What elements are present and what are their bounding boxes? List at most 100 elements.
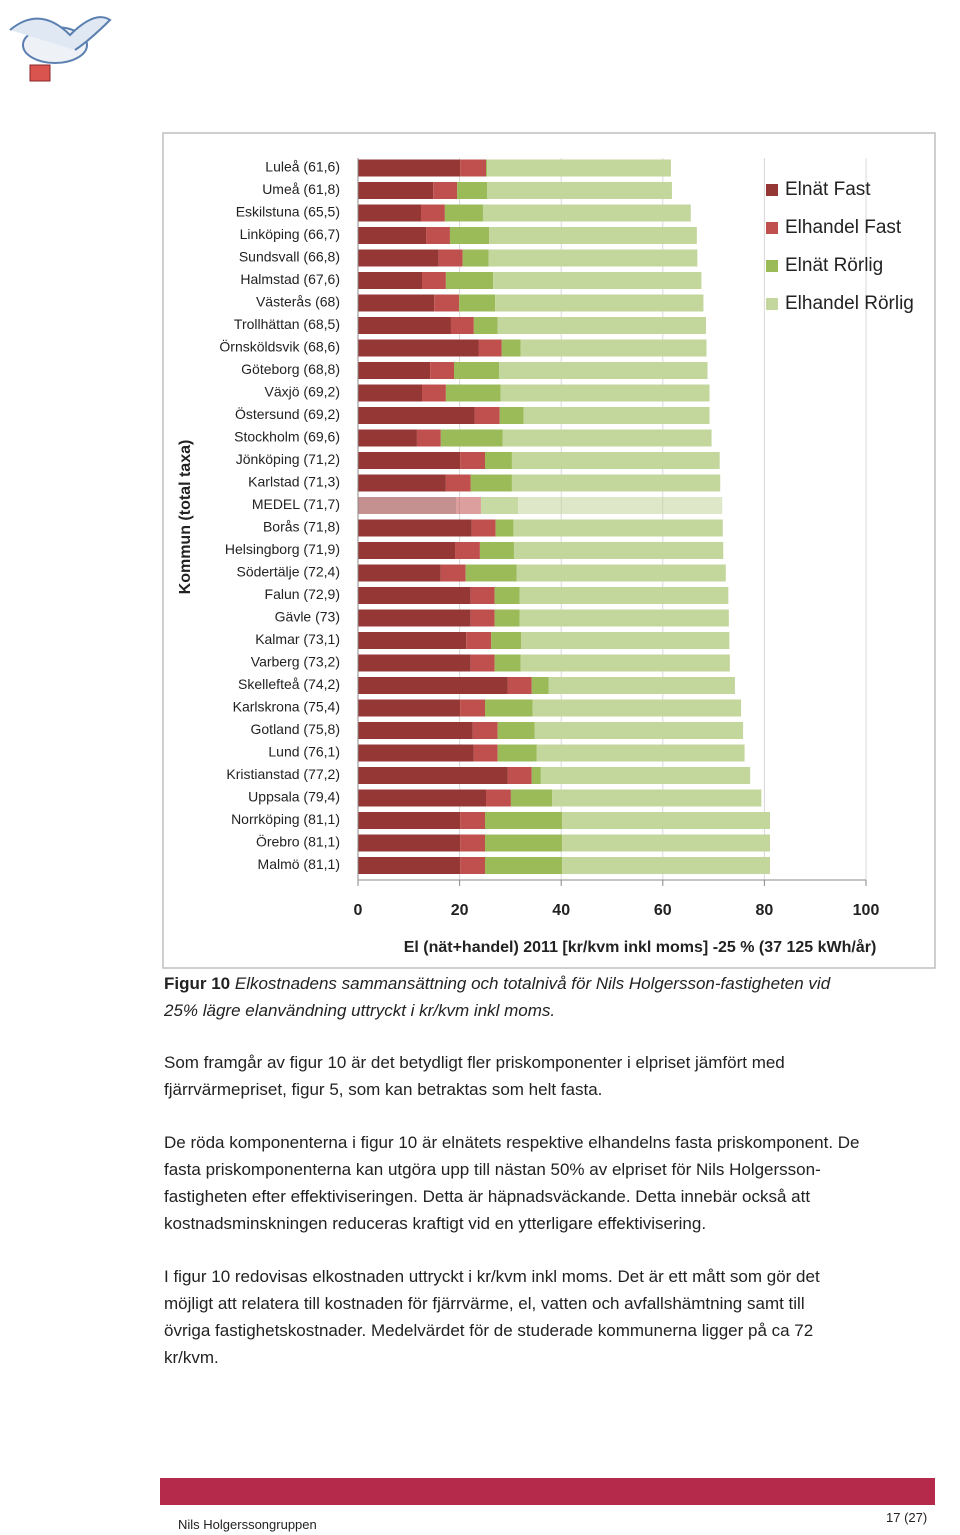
x-tick-label: 40 <box>552 902 570 919</box>
bar-segment <box>562 857 770 874</box>
bar-segment <box>486 789 511 807</box>
bar-segment <box>485 699 533 717</box>
bar-segment <box>485 452 512 469</box>
bar-segment <box>358 677 508 694</box>
y-tick-label: Gotland (75,8) <box>251 721 341 737</box>
y-tick-label: Kristianstad (77,2) <box>226 766 340 782</box>
bar-segment <box>450 317 474 334</box>
y-tick-label: Örebro (81,1) <box>256 833 340 850</box>
bar-segment <box>540 767 751 784</box>
bar-segment <box>497 744 537 762</box>
bar-segment <box>358 249 439 267</box>
bar-segment <box>507 677 532 694</box>
bar-segment <box>485 834 563 852</box>
bar-segment <box>501 339 521 357</box>
text-line: fjärrvärmepriset, figur 5, som kan betra… <box>164 1080 603 1099</box>
bar-segment <box>489 227 697 244</box>
bar-segment <box>358 519 472 537</box>
bar-segment <box>358 294 435 312</box>
caption-text: Elkostnadens sammansättning och totalniv… <box>234 974 831 993</box>
bar-segment <box>473 317 498 334</box>
bar-segment <box>455 542 480 559</box>
bar-segment <box>470 609 495 627</box>
bar-segment <box>516 564 726 582</box>
bar-segment <box>358 204 421 222</box>
bar-segment <box>480 497 519 514</box>
bar-segment <box>358 429 417 447</box>
y-tick-label: Lund (76,1) <box>268 744 340 760</box>
bar-segment <box>358 452 461 469</box>
bar-segment <box>519 587 729 604</box>
caption-text: 25% lägre elanvändning uttryckt i kr/kvm… <box>164 1001 556 1020</box>
y-tick-label: Västerås (68) <box>256 294 340 310</box>
legend-label: Elhandel Rörlig <box>785 293 914 314</box>
y-tick-label: Luleå (61,6) <box>265 159 340 175</box>
bar-segment <box>422 384 446 402</box>
y-tick-label: Linköping (66,7) <box>240 226 340 242</box>
bar-segment <box>521 632 730 649</box>
y-tick-label: Göteborg (68,8) <box>241 361 340 377</box>
chart: Kommun (total taxa) El (nät+handel) 2011… <box>162 132 936 969</box>
y-tick-label: Borås (71,8) <box>263 519 340 535</box>
bar-segment <box>358 317 451 334</box>
bar-segment <box>510 789 553 807</box>
bar-segment <box>485 857 563 874</box>
y-tick-label: Norrköping (81,1) <box>231 811 340 827</box>
bar-segment <box>444 204 483 222</box>
caption-line: 25% lägre elanvändning uttryckt i kr/kvm… <box>164 997 954 1024</box>
bar-segment <box>426 227 450 244</box>
y-tick-label: Helsingborg (71,9) <box>225 541 340 557</box>
bar-segment <box>358 272 423 289</box>
bar-segment <box>420 204 445 222</box>
text-line: fastigheten efter effektiviseringen. Det… <box>164 1187 811 1206</box>
paragraph: De röda komponenterna i figur 10 är elnä… <box>164 1129 954 1237</box>
bar-segment <box>460 159 487 177</box>
bar-segment <box>358 227 427 244</box>
bar-segment <box>430 362 455 379</box>
bar-segment <box>507 767 532 784</box>
bar-segment <box>358 834 461 852</box>
logo <box>9 16 112 82</box>
bar-segment <box>459 294 496 312</box>
bar-segment <box>488 249 698 267</box>
bar-segment <box>358 789 487 807</box>
x-tick-label: 0 <box>354 902 363 919</box>
x-tick-label: 100 <box>853 902 880 919</box>
bar-segment <box>474 407 500 424</box>
bar-segment <box>358 699 461 717</box>
bar-segment <box>454 362 500 379</box>
text-line: De röda komponenterna i figur 10 är elnä… <box>164 1133 860 1152</box>
bar-segment <box>552 789 762 807</box>
bar-segment <box>536 744 745 762</box>
bar-segment <box>497 722 535 739</box>
bar-segment <box>358 407 475 424</box>
bar-segment <box>460 834 485 852</box>
bar-segment <box>482 204 691 222</box>
bar-segment <box>493 272 702 289</box>
bar-segment <box>511 452 720 469</box>
caption-line: Figur 10 Elkostnadens sammansättning och… <box>164 970 954 997</box>
legend-swatch <box>766 260 778 272</box>
y-tick-label: Sundsvall (66,8) <box>239 249 340 265</box>
bar-segment <box>531 677 549 694</box>
bar-segment <box>358 587 471 604</box>
bar-segment <box>472 722 498 739</box>
y-tick-label: MEDEL (71,7) <box>252 496 340 512</box>
caption: Figur 10 Elkostnadens sammansättning och… <box>164 970 954 1024</box>
paragraph: I figur 10 redovisas elkostnaden uttryck… <box>164 1263 954 1371</box>
bar-segment <box>511 474 721 492</box>
bar-segment <box>462 249 489 267</box>
bar-segment <box>358 857 461 874</box>
y-tick-label: Halmstad (67,6) <box>240 271 340 287</box>
bar-segment <box>478 339 502 357</box>
text-line: kostnadsminskningen reduceras kraftigt v… <box>164 1214 707 1233</box>
bar-segment <box>548 677 735 694</box>
y-tick-label: Jönköping (71,2) <box>236 451 340 467</box>
bar-segment <box>422 272 446 289</box>
y-tick-label: Gävle (73) <box>275 609 340 625</box>
y-tick-label: Malmö (81,1) <box>258 856 340 872</box>
y-tick-label: Örnsköldsvik (68,6) <box>219 338 340 355</box>
text-line: möjligt att relatera till kostnaden för … <box>164 1294 805 1313</box>
bar-segment <box>499 362 708 379</box>
y-tick-label: Trollhättan (68,5) <box>234 316 340 332</box>
